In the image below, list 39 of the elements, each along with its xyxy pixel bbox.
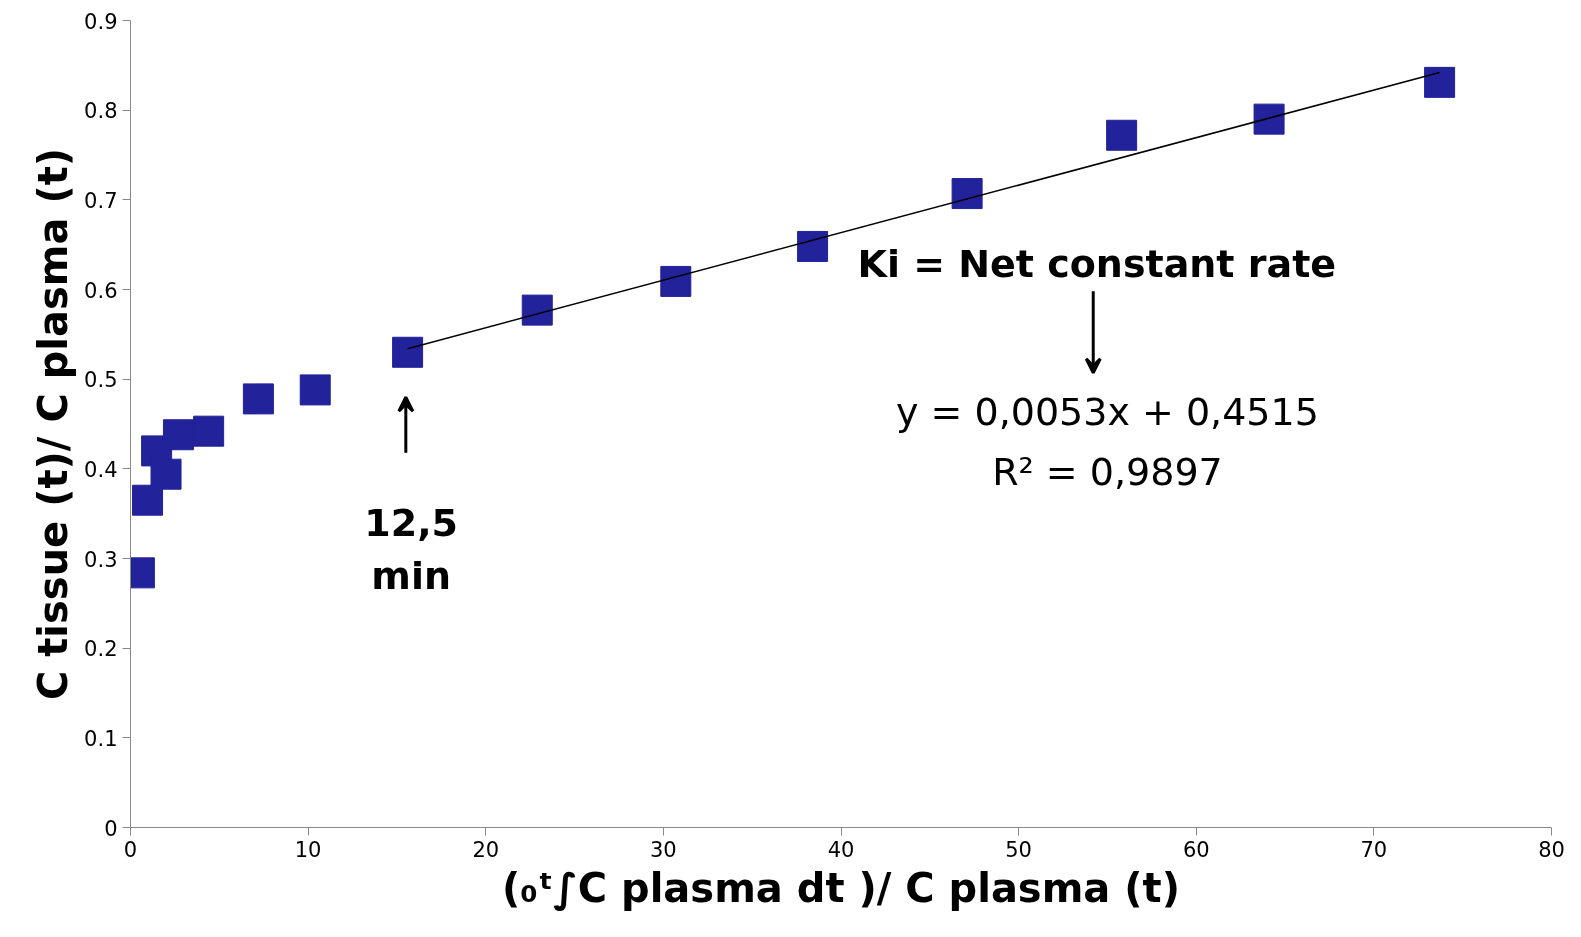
point: [162, 419, 194, 451]
x-tick-label: 50: [1005, 837, 1032, 862]
point: [242, 383, 274, 415]
point: [299, 374, 331, 406]
y-tick-label: 0.6: [84, 278, 118, 303]
y-tick-label: 0: [104, 816, 118, 841]
x-axis-title: (₀ᵗ∫C plasma dt )/ C plasma (t): [502, 864, 1180, 912]
point: [1253, 103, 1285, 135]
point: [193, 415, 225, 447]
x-tick-label: 40: [827, 837, 855, 862]
y-tick-label: 0.7: [84, 188, 118, 213]
y-tick-label: 0.9: [84, 9, 118, 34]
y-tick-label: 0.5: [84, 368, 118, 393]
point: [951, 178, 983, 210]
annotation: y = 0,0053x + 0,4515: [895, 390, 1319, 435]
y-tick-label: 0.2: [84, 637, 118, 662]
annotation: Ki = Net constant rate: [857, 242, 1337, 287]
point: [797, 230, 829, 262]
y-tick-label: 0.4: [84, 457, 118, 482]
point: [521, 294, 553, 326]
y-tick-label: 0.8: [84, 99, 118, 124]
x-tick-label: 10: [294, 837, 322, 862]
x-tick-label: 30: [650, 837, 677, 862]
point: [1424, 66, 1456, 98]
y-tick-label: 0.1: [84, 726, 118, 751]
annotation: R² = 0,9897: [992, 449, 1223, 494]
point: [150, 458, 182, 490]
point: [1106, 119, 1138, 151]
x-tick-label: 60: [1182, 837, 1210, 862]
x-tick-label: 0: [123, 837, 138, 862]
x-tick-label: 20: [472, 837, 500, 862]
annotation: 12,5 min: [364, 501, 459, 598]
point: [660, 265, 692, 297]
point: [132, 484, 164, 516]
y-tick-label: 0.3: [84, 547, 118, 572]
point: [392, 336, 424, 368]
y-axis-title: C tissue (t)/ C plasma (t): [30, 147, 77, 701]
x-tick-label: 80: [1538, 837, 1565, 862]
x-tick-label: 70: [1360, 837, 1388, 862]
